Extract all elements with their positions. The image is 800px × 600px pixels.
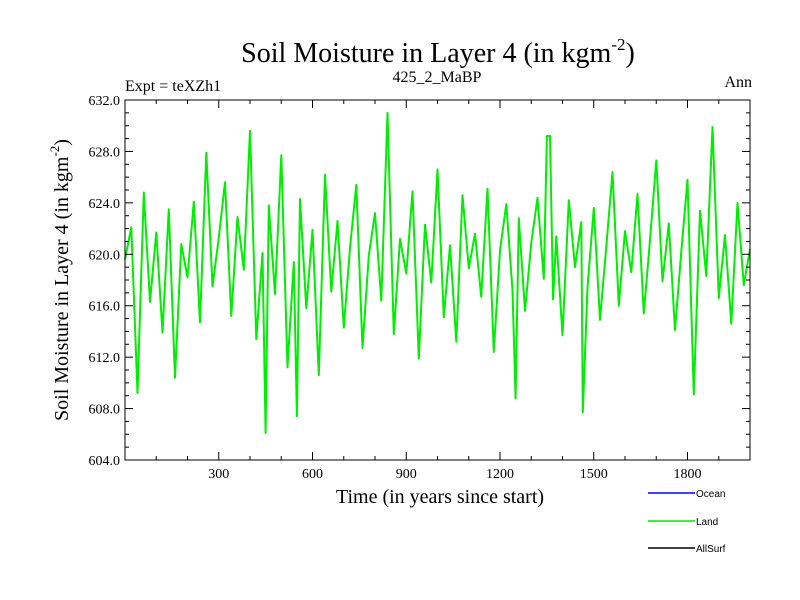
chart-title: Soil Moisture in Layer 4 (in kgm-2) <box>241 35 635 69</box>
y-tick-label: 608.0 <box>89 403 121 418</box>
y-tick-label: 624.0 <box>89 197 121 212</box>
x-tick-label: 1800 <box>674 467 702 482</box>
legend-label-ocean: Ocean <box>696 489 725 500</box>
x-tick-label: 900 <box>396 467 417 482</box>
legend-label-allsurf: AllSurf <box>696 544 726 555</box>
y-axis-label: Soil Moisture in Layer 4 (in kgm-2) <box>47 139 73 421</box>
series-line-land <box>124 111 751 434</box>
x-axis-label: Time (in years since start) <box>336 486 544 508</box>
season-label: Ann <box>724 74 752 91</box>
period-label: 425_2_MaBP <box>393 69 482 86</box>
y-tick-label: 620.0 <box>89 248 121 263</box>
y-tick-label: 632.0 <box>89 94 121 109</box>
plot-frame <box>124 99 751 461</box>
x-tick-label: 1500 <box>580 467 608 482</box>
experiment-label: Expt = teXZh1 <box>125 78 221 95</box>
x-tick-label: 1200 <box>486 467 514 482</box>
y-tick-label: 612.0 <box>89 351 121 366</box>
x-tick-label: 300 <box>208 467 229 482</box>
y-tick-label: 604.0 <box>89 454 121 469</box>
legend-label-land: Land <box>696 517 718 528</box>
y-tick-label: 628.0 <box>89 145 121 160</box>
legend: Ocean Land AllSurf <box>648 489 726 555</box>
series-layer <box>124 111 751 434</box>
y-tick-label: 616.0 <box>89 300 121 315</box>
x-tick-label: 600 <box>302 467 323 482</box>
ticks-layer: 300 600 900 1200 1500 1800 604.0 608.0 612.0 616.… <box>89 94 750 482</box>
